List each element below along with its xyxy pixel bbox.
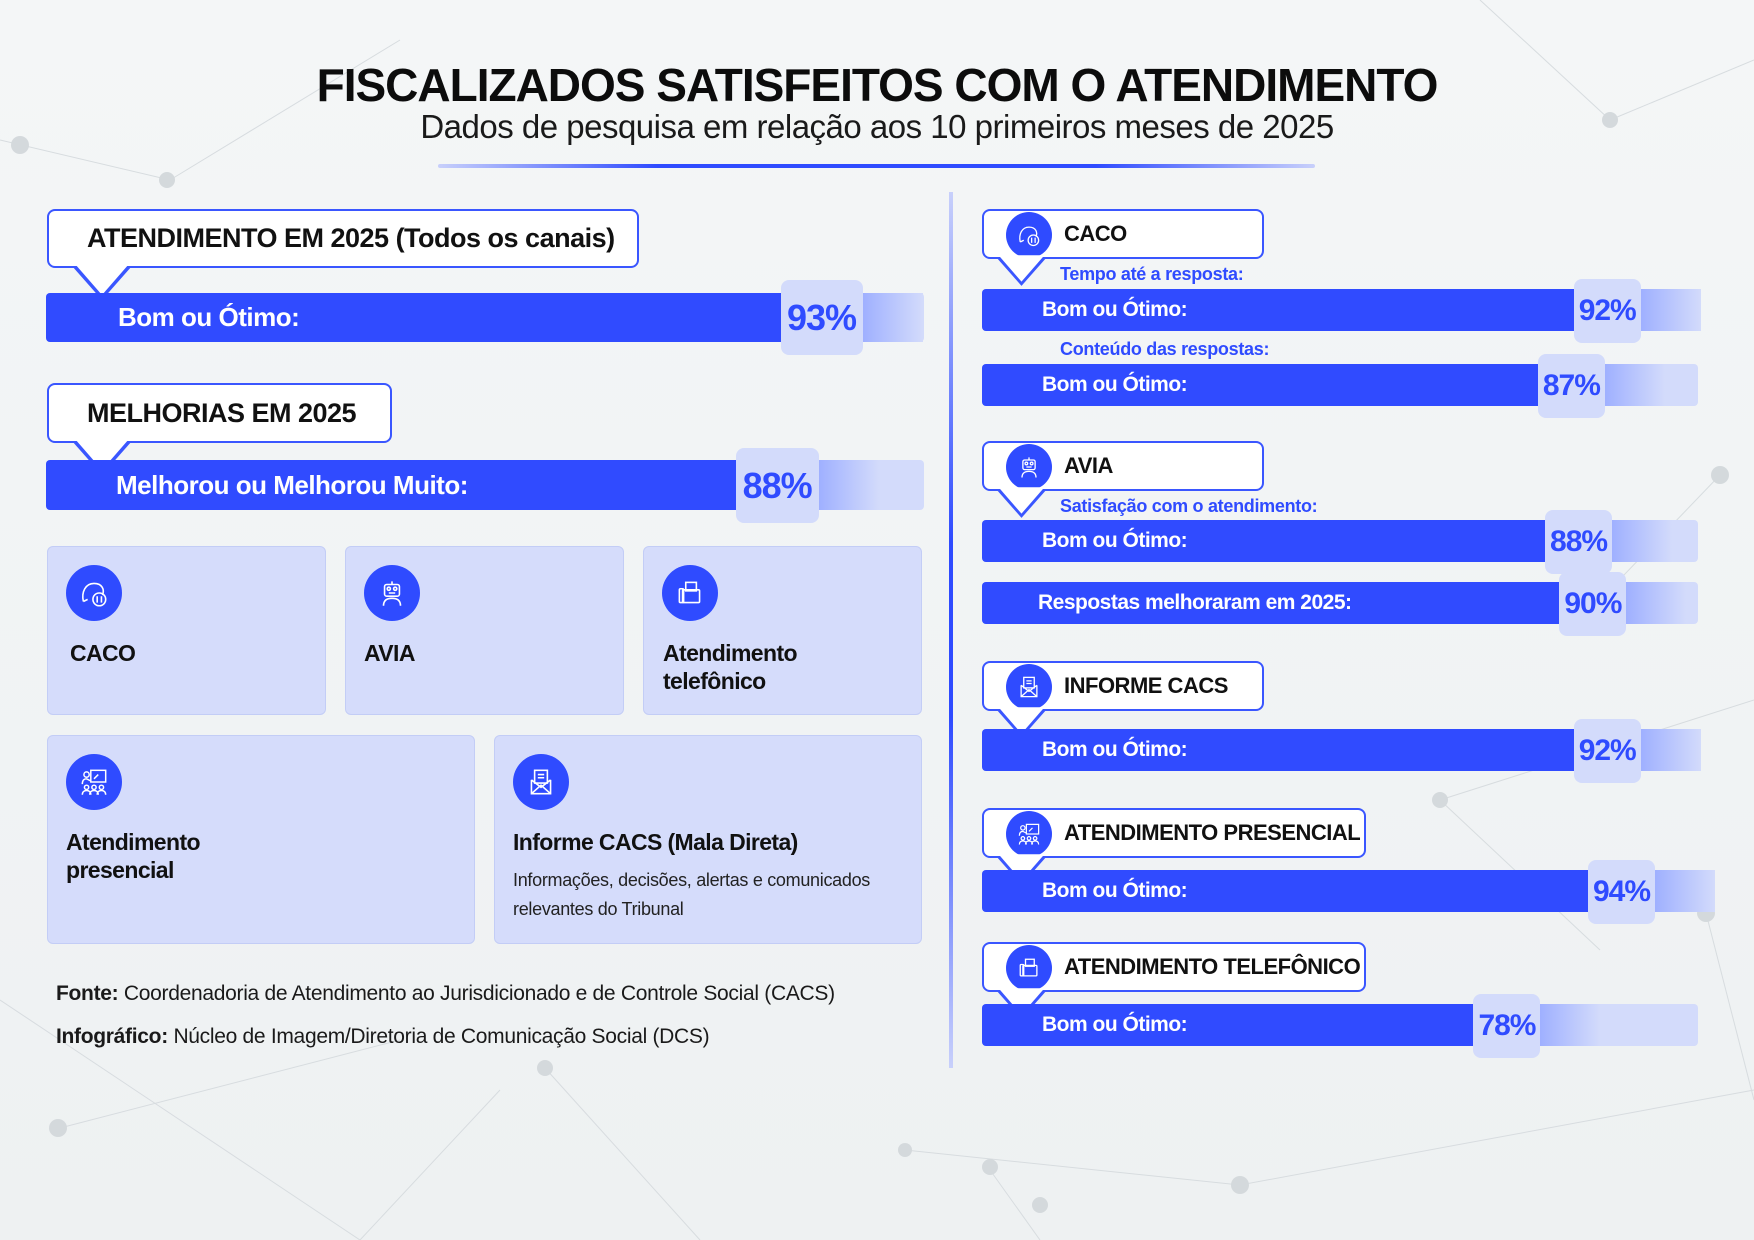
informe-heading: INFORME CACS: [1064, 673, 1228, 698]
channel-card-telefonico: Atendimento telefônico: [643, 546, 922, 715]
bar-fill: [982, 870, 1593, 912]
bar-fade: [1655, 870, 1716, 912]
bar-fade: [862, 293, 923, 342]
bar-label: Bom ou Ótimo:: [1042, 879, 1188, 902]
bar-fill: [982, 289, 1578, 331]
percent-badge: 88%: [1545, 510, 1613, 574]
bar-label: Bom ou Ótimo:: [1042, 373, 1188, 396]
envelope-letter-icon: [1006, 664, 1052, 710]
percent-badge: 78%: [1473, 994, 1541, 1058]
channel-title: Atendimento telefônico: [663, 640, 798, 694]
avia-sublabel: Satisfação com o atendimento:: [1060, 496, 1318, 516]
column-divider: [949, 192, 953, 1068]
percent-badge: 93%: [780, 280, 863, 355]
bar-label: Melhorou ou Melhorou Muito:: [116, 469, 468, 500]
channel-card-avia: AVIA: [345, 546, 624, 715]
channel-title: CACO: [70, 640, 136, 666]
bar-label: Bom ou Ótimo:: [118, 302, 300, 332]
robot-icon: [364, 565, 420, 621]
source-note: Fonte: Coordenadoria de Atendimento ao J…: [56, 982, 835, 1006]
channel-title: Informe CACS (Mala Direta): [513, 829, 798, 855]
avia-bar: Bom ou Ótimo: 88%: [982, 510, 1698, 574]
melhorias-heading-bubble: MELHORIAS EM 2025: [47, 383, 392, 443]
caco-sublabel: Conteúdo das respostas:: [1060, 339, 1270, 359]
bar-fade: [1640, 729, 1701, 771]
page-title: FISCALIZADOS SATISFEITOS COM O ATENDIMEN…: [316, 59, 1439, 111]
phone-fax-icon: [1006, 945, 1052, 991]
caco-heading-bubble: CACO: [982, 209, 1264, 259]
channel-description: Informações, decisões, alertas e comunic…: [513, 870, 870, 919]
bar-fill: [982, 364, 1542, 406]
atendimento-heading-bubble: ATENDIMENTO EM 2025 (Todos os canais): [47, 209, 639, 268]
percent-badge: 92%: [1573, 719, 1641, 783]
bar-fill: [982, 729, 1578, 771]
chat-support-icon: [1006, 212, 1052, 258]
telefonico-bar: Bom ou Ótimo: 78%: [982, 994, 1698, 1058]
atendimento-heading: ATENDIMENTO EM 2025 (Todos os canais): [87, 223, 615, 253]
avia-bar: Respostas melhoraram em 2025: 90%: [982, 572, 1698, 636]
atendimento-bar: Bom ou Ótimo: 93%: [46, 280, 924, 355]
bar-fill: [982, 582, 1564, 624]
channel-title: AVIA: [364, 640, 415, 666]
bar-label: Bom ou Ótimo:: [1042, 529, 1188, 552]
caco-bar: Bom ou Ótimo: 92%: [982, 279, 1701, 343]
percent-badge: 90%: [1559, 572, 1627, 636]
bar-fill: [46, 293, 785, 342]
envelope-letter-icon: [513, 754, 569, 810]
avia-heading: AVIA: [1064, 453, 1113, 478]
informe-heading-bubble: INFORME CACS: [982, 661, 1264, 711]
melhorias-heading: MELHORIAS EM 2025: [87, 397, 357, 428]
informe-bar: Bom ou Ótimo: 92%: [982, 719, 1701, 783]
caco-sublabel: Tempo até a resposta:: [1060, 264, 1244, 284]
percent-badge: 88%: [735, 448, 819, 523]
telefonico-heading: ATENDIMENTO TELEFÔNICO: [1064, 954, 1361, 979]
title-underline: [438, 164, 1315, 168]
chat-support-icon: [66, 565, 122, 621]
bar-label: Bom ou Ótimo:: [1042, 1013, 1188, 1036]
telefonico-heading-bubble: ATENDIMENTO TELEFÔNICO: [982, 942, 1366, 992]
bar-label: Respostas melhoraram em 2025:: [1038, 591, 1352, 614]
channel-title: Atendimento presencial: [66, 829, 201, 883]
bar-fade: [1626, 582, 1687, 624]
caco-bar: Bom ou Ótimo: 87%: [982, 354, 1698, 418]
presencial-heading-bubble: ATENDIMENTO PRESENCIAL: [982, 808, 1366, 858]
bar-fill: [982, 520, 1550, 562]
presentation-people-icon: [1006, 811, 1052, 857]
percent-badge: 94%: [1588, 860, 1656, 924]
bar-fill: [46, 460, 740, 510]
bar-label: Bom ou Ótimo:: [1042, 298, 1188, 321]
bar-fade: [818, 460, 879, 510]
avia-heading-bubble: AVIA: [982, 441, 1264, 491]
melhorias-bar: Melhorou ou Melhorou Muito: 88%: [46, 448, 924, 523]
page-subtitle: Dados de pesquisa em relação aos 10 prim…: [420, 108, 1334, 145]
source-label: Fonte:: [56, 982, 119, 1005]
bar-label: Bom ou Ótimo:: [1042, 738, 1188, 761]
credit-text: Núcleo de Imagem/Diretoria de Comunicaçã…: [173, 1025, 710, 1048]
bar-fade: [1604, 364, 1665, 406]
percent-badge: 87%: [1537, 354, 1605, 418]
bar-fade: [1640, 289, 1701, 331]
presencial-heading: ATENDIMENTO PRESENCIAL: [1064, 820, 1361, 845]
caco-heading: CACO: [1064, 221, 1127, 246]
bar-fade: [1612, 520, 1673, 562]
phone-fax-icon: [662, 565, 718, 621]
bar-fade: [1540, 1004, 1601, 1046]
source-text: Coordenadoria de Atendimento ao Jurisdic…: [123, 982, 835, 1005]
credit-label: Infográfico:: [56, 1025, 168, 1048]
channel-card-presencial: Atendimento presencial: [47, 735, 475, 944]
robot-icon: [1006, 444, 1052, 490]
presencial-bar: Bom ou Ótimo: 94%: [982, 860, 1716, 924]
presentation-people-icon: [66, 754, 122, 810]
channel-card-informe: Informe CACS (Mala Direta) Informações, …: [494, 735, 922, 944]
channel-card-caco: CACO: [47, 546, 326, 715]
credit-note: Infográfico: Núcleo de Imagem/Diretoria …: [56, 1025, 710, 1049]
percent-badge: 92%: [1573, 279, 1641, 343]
bar-fill: [982, 1004, 1478, 1046]
